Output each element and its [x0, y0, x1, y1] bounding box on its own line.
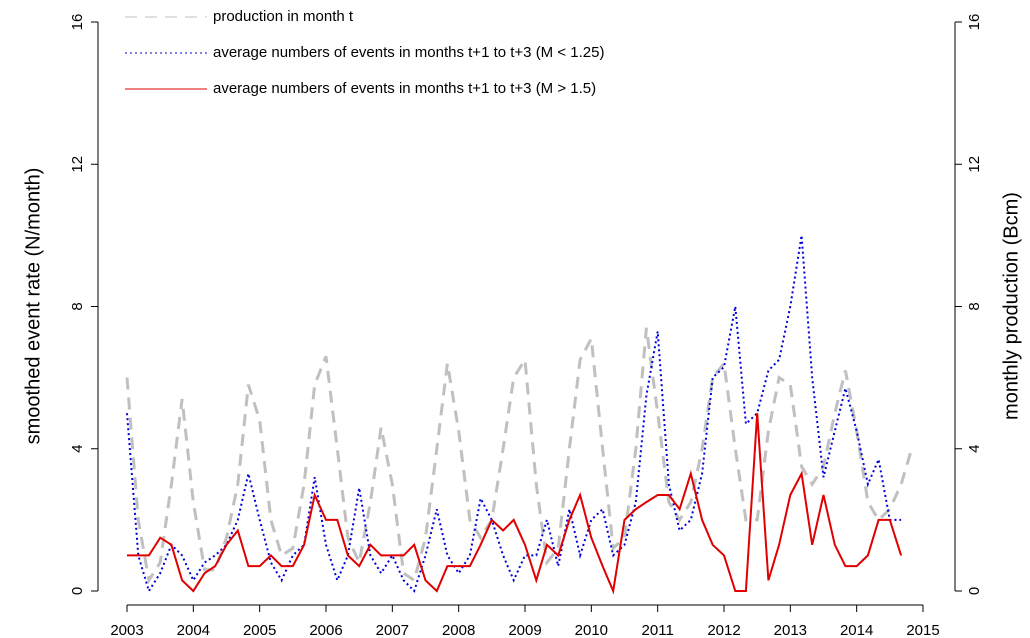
- x-tick-label: 2006: [309, 622, 342, 638]
- y-axis-label: smoothed event rate (N/month): [22, 168, 44, 445]
- y2-tick-label: 4: [966, 445, 983, 453]
- x-tick-label: 2005: [243, 622, 276, 638]
- x-tick-label: 2004: [177, 622, 210, 638]
- series-line: [127, 413, 903, 595]
- series-line: [125, 327, 914, 585]
- y2-tick-label: 12: [966, 156, 983, 173]
- y-tick-label: 8: [69, 302, 86, 310]
- x-tick-label: 2011: [642, 622, 674, 638]
- x-tick-label: 2008: [442, 622, 475, 638]
- y2-tick-label: 8: [966, 302, 983, 310]
- y-tick-label: 16: [69, 14, 86, 31]
- legend-label: average numbers of events in months t+1 …: [213, 80, 596, 97]
- x-tick-label: 2007: [376, 622, 409, 638]
- legend-label: production in month t: [213, 8, 354, 25]
- y2-axis-label: monthly production (Bcm): [1000, 192, 1022, 420]
- y-tick-label: 12: [69, 156, 86, 173]
- x-tick-label: 2015: [906, 622, 939, 638]
- legend-label: average numbers of events in months t+1 …: [213, 44, 604, 61]
- y-tick-label: 0: [69, 587, 86, 595]
- x-tick-label: 2010: [575, 622, 608, 638]
- x-tick-label: 2003: [110, 622, 143, 638]
- x-tick-label: 2014: [840, 622, 873, 638]
- y-tick-label: 4: [69, 445, 86, 453]
- x-tick-label: 2009: [508, 622, 541, 638]
- x-tick-label: 2013: [774, 622, 807, 638]
- series-line: [126, 235, 902, 594]
- y2-tick-label: 0: [966, 587, 983, 595]
- y2-tick-label: 16: [966, 14, 983, 31]
- x-tick-label: 2012: [707, 622, 740, 638]
